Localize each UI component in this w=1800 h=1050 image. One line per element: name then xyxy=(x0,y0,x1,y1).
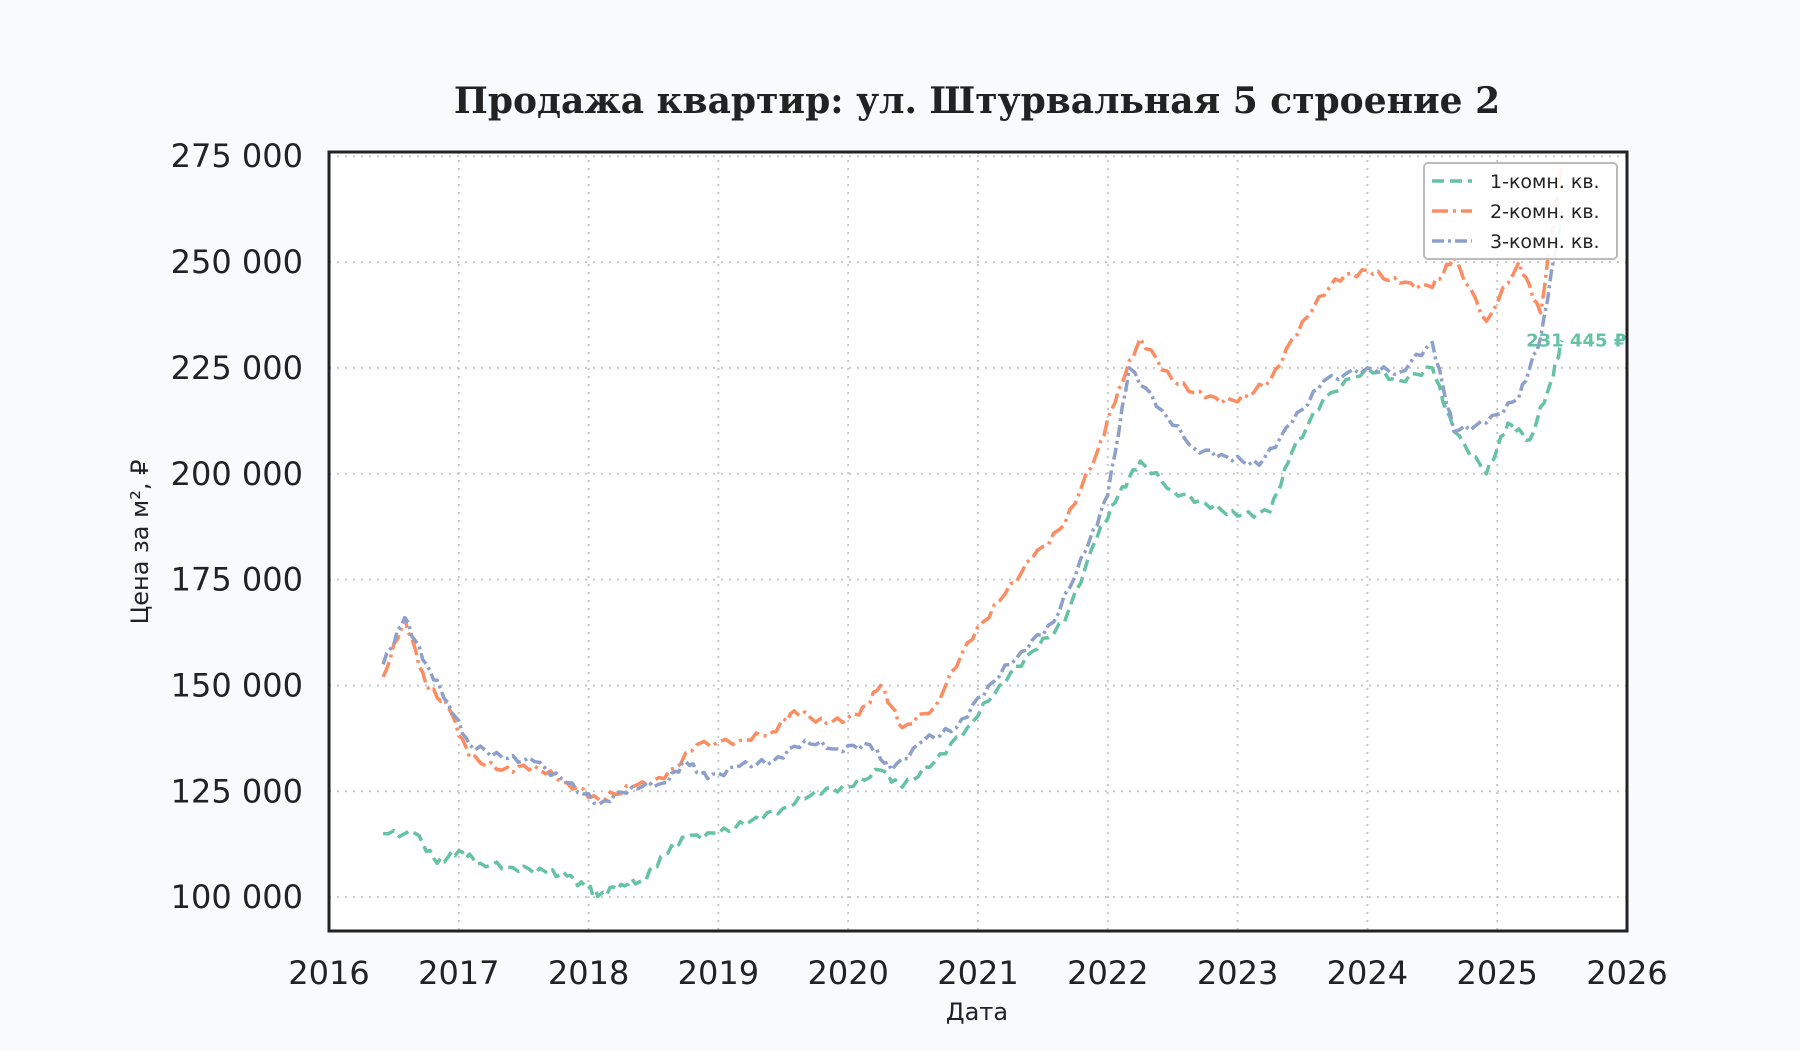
legend: 1-комн. кв. 2-комн. кв. 3-комн. кв. xyxy=(1423,162,1618,260)
x-tick-label: 2022 xyxy=(1067,954,1148,992)
x-tick-label: 2024 xyxy=(1327,954,1408,992)
legend-label: 1-комн. кв. xyxy=(1490,171,1600,193)
x-tick-label: 2026 xyxy=(1586,954,1667,992)
y-tick-label: 150 000 xyxy=(171,666,303,704)
y-tick-label: 125 000 xyxy=(171,772,303,810)
x-tick-labels: 2016 2017 2018 2019 2020 2021 2022 2023 2024 2025… xyxy=(288,954,1667,992)
chart-title: Продажа квартир: ул. Штурвальная 5 строе… xyxy=(454,80,1500,122)
x-tick-label: 2025 xyxy=(1456,954,1537,992)
series-line xyxy=(381,164,1564,802)
x-tick-label: 2020 xyxy=(807,954,888,992)
plot-area xyxy=(329,152,1627,931)
x-axis-label: Дата xyxy=(946,998,1008,1026)
series-line xyxy=(381,211,1564,806)
series-lines xyxy=(381,164,1564,899)
y-tick-label: 250 000 xyxy=(171,243,303,281)
legend-label: 3-комн. кв. xyxy=(1490,231,1600,253)
x-tick-label: 2016 xyxy=(288,954,369,992)
x-tick-label: 2018 xyxy=(548,954,629,992)
gridlines xyxy=(329,152,1627,931)
x-tick-label: 2021 xyxy=(937,954,1018,992)
x-tick-label: 2017 xyxy=(418,954,499,992)
y-tick-label: 225 000 xyxy=(171,349,303,387)
x-tick-label: 2019 xyxy=(678,954,759,992)
y-axis-label: Цена за м², ₽ xyxy=(126,460,154,625)
legend-box xyxy=(1423,162,1618,260)
y-tick-label: 275 000 xyxy=(171,137,303,175)
legend-label: 2-комн. кв. xyxy=(1490,201,1600,223)
y-tick-label: 100 000 xyxy=(171,878,303,916)
y-tick-labels: 100 000 125 000 150 000 175 000 200 000 225 0… xyxy=(171,137,303,916)
y-tick-label: 200 000 xyxy=(171,455,303,493)
x-tick-label: 2023 xyxy=(1197,954,1278,992)
series-line xyxy=(383,339,1564,899)
series-end-label: 231 445 ₽ xyxy=(1526,331,1626,352)
plot-frame xyxy=(327,150,1629,933)
y-tick-label: 175 000 xyxy=(171,561,303,599)
end-labels: 231 445 ₽ xyxy=(1526,331,1626,352)
